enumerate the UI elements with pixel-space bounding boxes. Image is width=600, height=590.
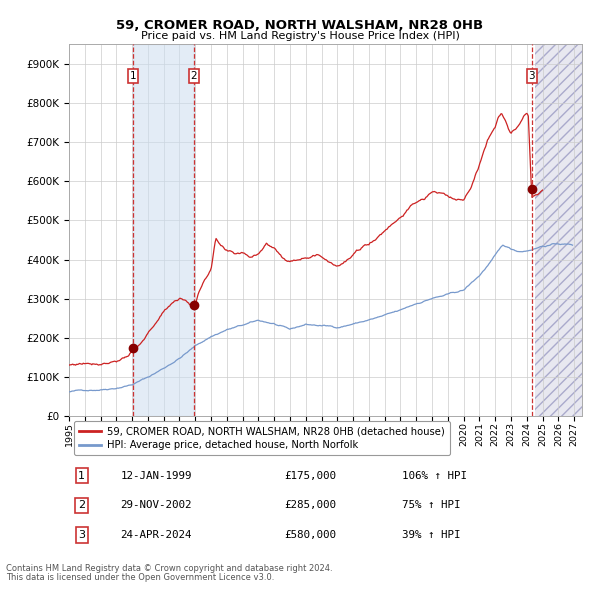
Text: 12-JAN-1999: 12-JAN-1999 xyxy=(121,471,192,481)
Text: 1: 1 xyxy=(79,471,85,481)
Text: 2: 2 xyxy=(78,500,85,510)
Text: 24-APR-2024: 24-APR-2024 xyxy=(121,530,192,540)
Text: 3: 3 xyxy=(79,530,85,540)
Bar xyxy=(535,44,582,416)
Text: 1: 1 xyxy=(130,71,136,81)
Text: 59, CROMER ROAD, NORTH WALSHAM, NR28 0HB: 59, CROMER ROAD, NORTH WALSHAM, NR28 0HB xyxy=(116,19,484,32)
Text: 2: 2 xyxy=(191,71,197,81)
Text: £175,000: £175,000 xyxy=(284,471,337,481)
Text: Contains HM Land Registry data © Crown copyright and database right 2024.: Contains HM Land Registry data © Crown c… xyxy=(6,565,332,573)
Text: Price paid vs. HM Land Registry's House Price Index (HPI): Price paid vs. HM Land Registry's House … xyxy=(140,31,460,41)
Text: £580,000: £580,000 xyxy=(284,530,337,540)
Legend: 59, CROMER ROAD, NORTH WALSHAM, NR28 0HB (detached house), HPI: Average price, d: 59, CROMER ROAD, NORTH WALSHAM, NR28 0HB… xyxy=(74,421,450,455)
Text: £285,000: £285,000 xyxy=(284,500,337,510)
Text: 75% ↑ HPI: 75% ↑ HPI xyxy=(403,500,461,510)
Text: 39% ↑ HPI: 39% ↑ HPI xyxy=(403,530,461,540)
Text: 3: 3 xyxy=(529,71,535,81)
Bar xyxy=(133,44,194,416)
Text: 106% ↑ HPI: 106% ↑ HPI xyxy=(403,471,467,481)
Text: This data is licensed under the Open Government Licence v3.0.: This data is licensed under the Open Gov… xyxy=(6,573,274,582)
Text: 29-NOV-2002: 29-NOV-2002 xyxy=(121,500,192,510)
